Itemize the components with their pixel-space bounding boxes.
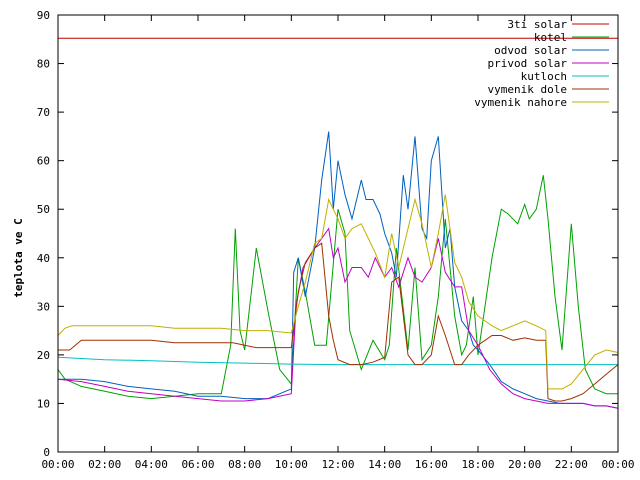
legend-label: vymenik dole bbox=[488, 83, 567, 96]
x-tick-label: 06:00 bbox=[181, 458, 214, 471]
x-tick-label: 22:00 bbox=[555, 458, 588, 471]
x-tick-label: 00:00 bbox=[41, 458, 74, 471]
series-line-1 bbox=[57, 175, 618, 400]
plot-frame bbox=[57, 14, 619, 453]
series-line-3 bbox=[57, 227, 619, 409]
y-tick-label: 60 bbox=[37, 155, 50, 168]
y-tick-label: 30 bbox=[37, 300, 50, 313]
x-tick-label: 20:00 bbox=[508, 458, 541, 471]
y-tick-label: 50 bbox=[37, 203, 50, 216]
series-line-6 bbox=[57, 194, 619, 390]
x-tick-label: 18:00 bbox=[461, 458, 494, 471]
axis-ticks: 0 10 20 30 40 50 60 70 80 90 00:00 02:00 04:00 06:00 0… bbox=[37, 9, 635, 471]
y-tick-label: 20 bbox=[37, 349, 50, 362]
legend-label: odvod solar bbox=[494, 44, 567, 57]
series-line-5 bbox=[58, 242, 619, 402]
series-line-2 bbox=[58, 131, 619, 409]
plot-lines bbox=[57, 37, 619, 409]
y-tick-label: 40 bbox=[37, 252, 50, 265]
series-line-4 bbox=[57, 356, 618, 366]
x-tick-label: 12:00 bbox=[321, 458, 354, 471]
x-tick-label: 02:00 bbox=[88, 458, 121, 471]
x-tick-label: 14:00 bbox=[368, 458, 401, 471]
y-tick-label: 0 bbox=[43, 446, 50, 459]
x-tick-label: 04:00 bbox=[135, 458, 168, 471]
y-axis-label-group: teplota ve C bbox=[12, 218, 25, 297]
x-tick-label: 08:00 bbox=[228, 458, 261, 471]
legend-label: kutloch bbox=[521, 70, 567, 83]
y-tick-label: 10 bbox=[37, 397, 50, 410]
x-tick-label: 00:00 bbox=[601, 458, 634, 471]
y-axis-label: teplota ve C bbox=[12, 218, 25, 297]
legend-label: kotel bbox=[534, 31, 567, 44]
legend-label: vymenik nahore bbox=[474, 96, 567, 109]
y-tick-label: 70 bbox=[37, 106, 50, 119]
x-tick-label: 16:00 bbox=[415, 458, 448, 471]
x-tick-label: 10:00 bbox=[275, 458, 308, 471]
legend-label: 3ti solar bbox=[507, 18, 567, 31]
legend-label: privod solar bbox=[488, 57, 568, 70]
y-tick-label: 80 bbox=[37, 58, 50, 71]
y-tick-label: 90 bbox=[37, 9, 50, 22]
